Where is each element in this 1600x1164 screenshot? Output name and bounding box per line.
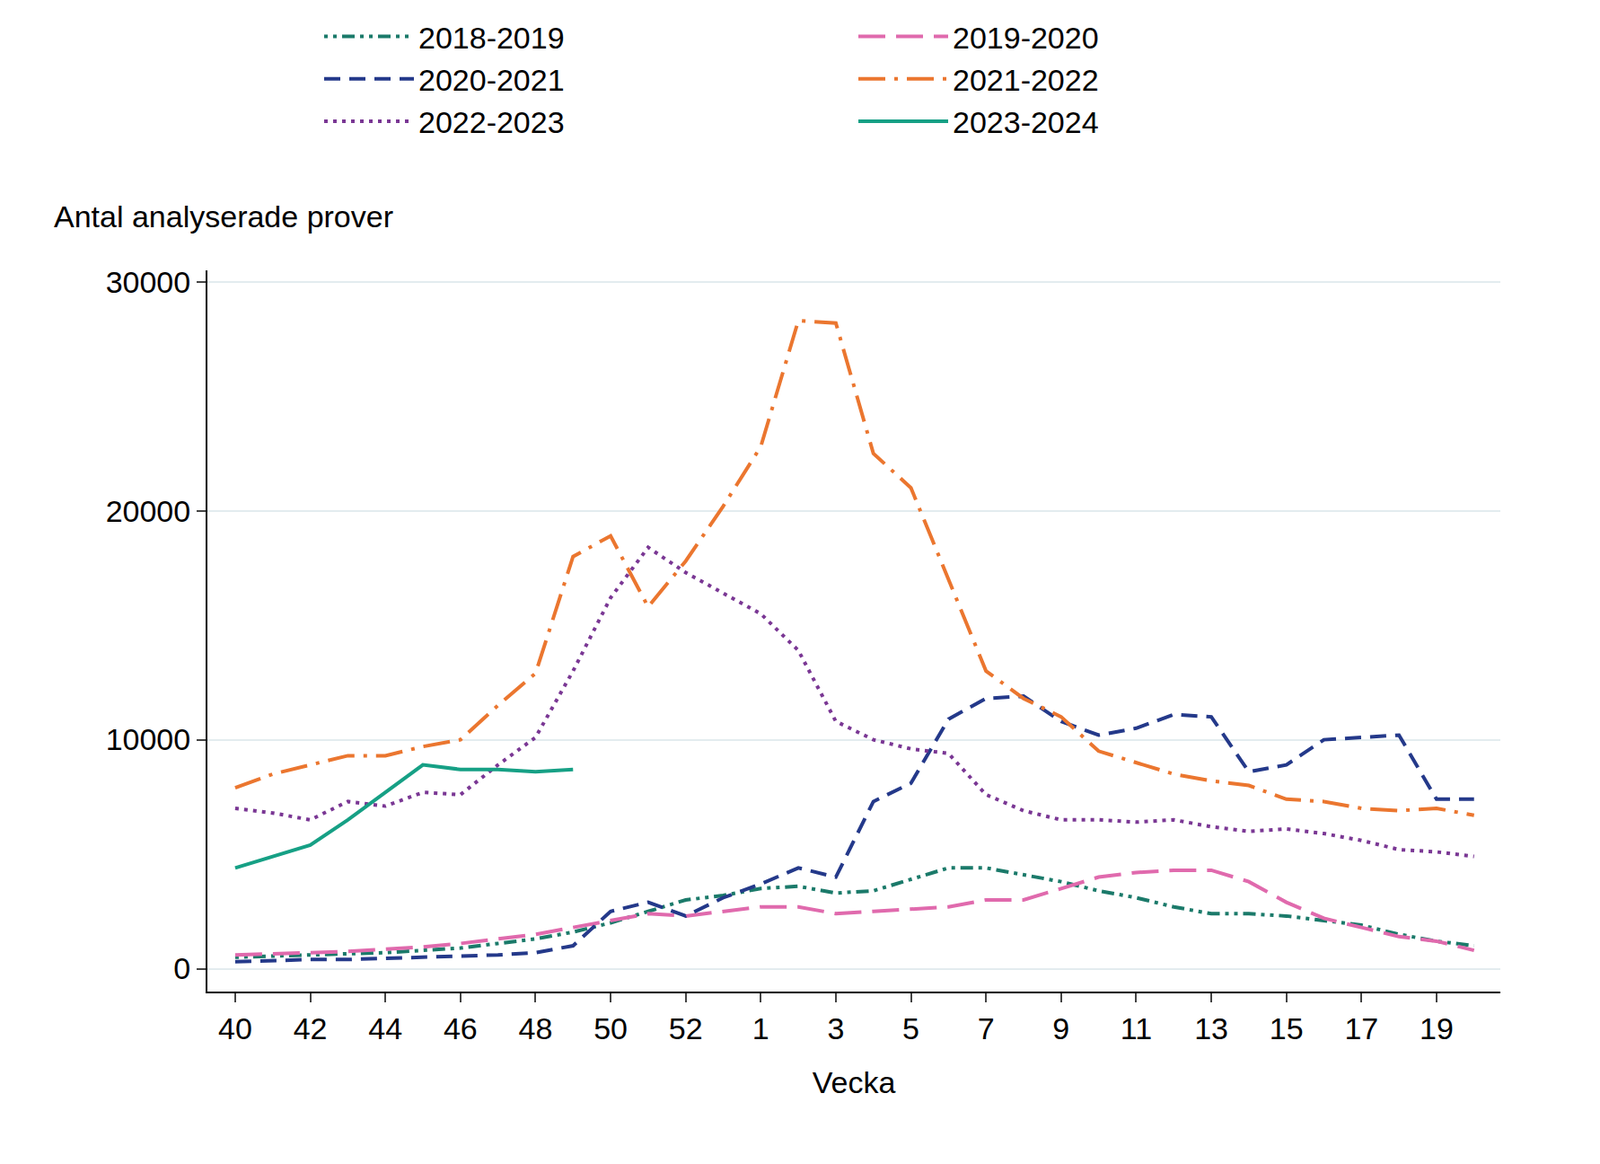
svg-text:7: 7 <box>977 1010 995 1046</box>
svg-text:2023-2024: 2023-2024 <box>952 105 1099 140</box>
svg-text:42: 42 <box>293 1010 328 1046</box>
svg-text:9: 9 <box>1052 1010 1070 1046</box>
svg-text:2018-2019: 2018-2019 <box>418 20 565 55</box>
svg-text:50: 50 <box>593 1010 628 1046</box>
svg-text:1: 1 <box>752 1010 770 1046</box>
svg-text:Vecka: Vecka <box>812 1064 897 1099</box>
svg-text:20000: 20000 <box>105 493 192 528</box>
svg-text:40: 40 <box>218 1010 253 1046</box>
svg-text:2020-2021: 2020-2021 <box>418 62 565 97</box>
svg-text:30000: 30000 <box>105 264 192 299</box>
svg-text:11: 11 <box>1120 1010 1152 1046</box>
svg-text:0: 0 <box>173 950 191 985</box>
svg-text:52: 52 <box>668 1010 704 1046</box>
svg-text:48: 48 <box>518 1010 554 1046</box>
svg-text:10000: 10000 <box>105 721 192 757</box>
svg-text:17: 17 <box>1344 1010 1379 1046</box>
svg-text:15: 15 <box>1269 1010 1304 1046</box>
svg-text:2019-2020: 2019-2020 <box>952 20 1099 55</box>
svg-text:46: 46 <box>443 1010 478 1046</box>
svg-text:2021-2022: 2021-2022 <box>952 62 1099 97</box>
svg-text:19: 19 <box>1419 1010 1454 1046</box>
svg-text:44: 44 <box>368 1010 403 1046</box>
svg-text:13: 13 <box>1194 1010 1229 1046</box>
svg-text:Antal analyserade prover: Antal analyserade prover <box>53 199 394 234</box>
svg-text:5: 5 <box>902 1010 920 1046</box>
svg-text:2022-2023: 2022-2023 <box>418 105 565 140</box>
svg-text:3: 3 <box>826 1010 844 1046</box>
